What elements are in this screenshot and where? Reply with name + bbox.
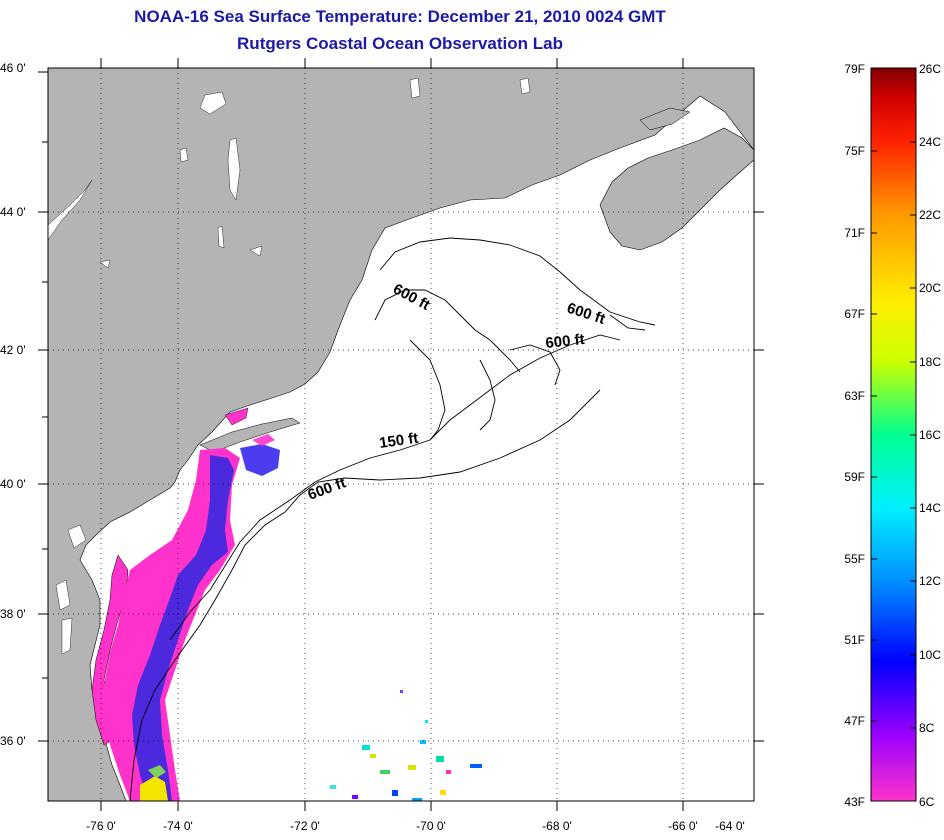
- us-landmass: [48, 68, 754, 801]
- isobath-scotian: [609, 314, 646, 331]
- temperature-colorbar: 79F 75F 71F 67F 63F 59F 55F 51F 47F 43F …: [844, 62, 941, 809]
- sst-hudson-shelf-pink: [252, 434, 275, 446]
- colorbar-c-8: 8C: [919, 721, 935, 735]
- isobath-label-150: 150 ft: [378, 430, 419, 452]
- colorbar-c-10: 10C: [919, 648, 941, 662]
- lon-label-68: -68 0': [542, 819, 572, 833]
- lon-label-66: -66 0': [668, 819, 698, 833]
- sst-warm-spot: [140, 776, 168, 801]
- lon-label-76: -76 0': [86, 819, 116, 833]
- lat-label-46: 46 0': [0, 61, 26, 75]
- colorbar-gradient: [870, 67, 917, 802]
- colorbar-f-43: 43F: [844, 795, 865, 809]
- isobath-label-georges: 600 ft: [545, 331, 586, 352]
- lon-label-72: -72 0': [290, 819, 320, 833]
- colorbar-c-14: 14C: [919, 501, 941, 515]
- colorbar-f-71: 71F: [844, 226, 865, 240]
- lat-label-42: 42 0': [0, 343, 26, 357]
- isobath-gulf-of-maine: [379, 237, 656, 326]
- colorbar-f-79: 79F: [844, 62, 865, 76]
- colorbar-c-26: 26C: [919, 62, 941, 76]
- colorbar-c-12: 12C: [919, 574, 941, 588]
- lon-label-70: -70 0': [416, 819, 446, 833]
- colorbar-c-22: 22C: [919, 208, 941, 222]
- longitude-labels: -76 0' -74 0' -72 0' -70 0' -68 0' -66 0…: [86, 819, 745, 833]
- colorbar-f-47: 47F: [844, 714, 865, 728]
- isobath-northeast-channel: [509, 344, 561, 386]
- colorbar-c-6: 6C: [919, 795, 935, 809]
- nova-scotia-landmass: [599, 127, 754, 251]
- lat-label-40: 40 0': [0, 477, 26, 491]
- sst-warm-spot-green: [148, 765, 166, 778]
- isobath-georges-bank: [409, 339, 446, 441]
- lon-label-64: -64 0': [715, 819, 745, 833]
- colorbar-f-75: 75F: [844, 144, 865, 158]
- colorbar-f-55: 55F: [844, 552, 865, 566]
- lat-label-38: 38 0': [0, 607, 26, 621]
- lat-label-36: 36 0': [0, 734, 26, 748]
- isobath-gom-inner: [374, 289, 521, 373]
- isobath-nantucket: [479, 359, 496, 431]
- colorbar-f-67: 67F: [844, 307, 865, 321]
- graticule: [48, 68, 754, 801]
- lat-label-44: 44 0': [0, 205, 26, 219]
- colorbar-f-51: 51F: [844, 633, 865, 647]
- map-frame: [47, 67, 755, 802]
- colorbar-c-16: 16C: [919, 428, 941, 442]
- lon-label-74: -74 0': [163, 819, 193, 833]
- map-title: NOAA-16 Sea Surface Temperature: Decembe…: [134, 7, 666, 26]
- colorbar-f-59: 59F: [844, 470, 865, 484]
- sst-hudson-shelf-patch: [240, 444, 280, 476]
- colorbar-c-20: 20C: [919, 281, 941, 295]
- long-island-sound: [224, 407, 249, 426]
- isobath-150: [169, 334, 621, 641]
- map-subtitle: Rutgers Coastal Ocean Observation Lab: [237, 34, 563, 53]
- sst-offshore-band: [132, 455, 234, 801]
- colorbar-c-18: 18C: [919, 355, 941, 369]
- new-brunswick-coast: [639, 107, 691, 131]
- map-area: [48, 68, 754, 801]
- latitude-labels: 46 0' 44 0' 42 0' 40 0' 38 0' 36 0': [0, 61, 26, 748]
- axis-ticks: [38, 58, 764, 811]
- inland-lakes: [48, 77, 531, 655]
- isobath-600-shelf-edge: [129, 389, 601, 801]
- isobath-contours: [129, 237, 656, 801]
- colorbar-c-24: 24C: [919, 135, 941, 149]
- colorbar-f-63: 63F: [844, 389, 865, 403]
- gulf-stream-speckles: [330, 690, 482, 801]
